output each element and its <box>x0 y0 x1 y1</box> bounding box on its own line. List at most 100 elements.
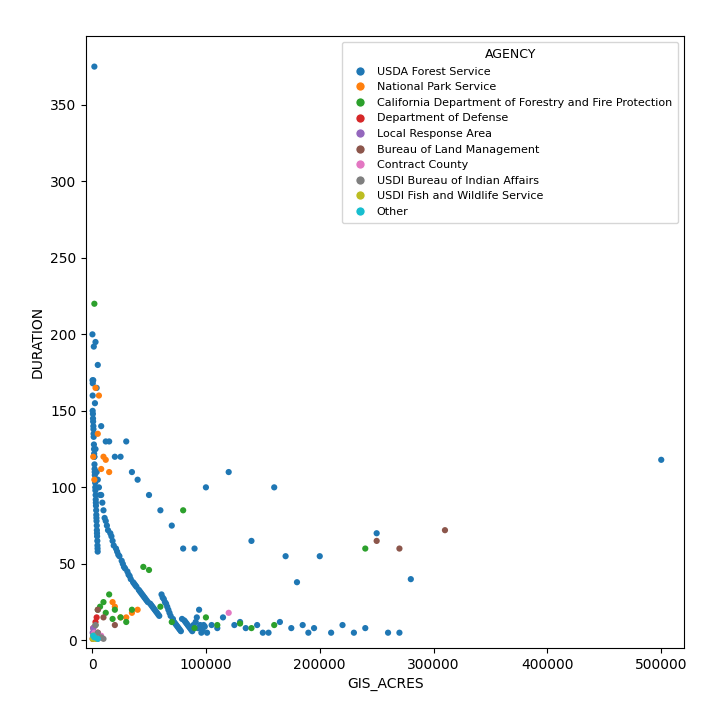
Point <box>87 374 99 386</box>
Point <box>90 631 102 643</box>
Point <box>88 423 99 435</box>
Point <box>87 633 99 644</box>
Point <box>92 627 104 639</box>
Point <box>114 612 126 624</box>
Point <box>198 619 210 631</box>
Point <box>87 633 99 644</box>
Point <box>89 451 100 462</box>
Point <box>280 550 292 562</box>
Point <box>114 612 126 624</box>
Point <box>89 397 101 409</box>
Point <box>163 607 175 618</box>
Point <box>87 631 99 643</box>
Point <box>90 444 102 455</box>
Point <box>90 500 102 511</box>
Point <box>91 516 102 527</box>
Point <box>89 631 100 643</box>
Point <box>161 601 173 613</box>
Point <box>124 570 135 582</box>
Point <box>86 328 98 340</box>
Point <box>286 622 297 634</box>
Point <box>200 482 212 493</box>
Point <box>135 588 147 599</box>
Point <box>94 490 106 501</box>
Point <box>189 543 200 554</box>
Point <box>91 528 103 539</box>
Point <box>92 604 104 616</box>
Point <box>117 558 129 570</box>
Point <box>138 590 149 602</box>
Point <box>88 438 99 450</box>
Point <box>89 630 100 642</box>
Point <box>102 524 114 536</box>
Point <box>257 627 269 639</box>
Point <box>118 561 130 572</box>
Legend: USDA Forest Service, National Park Service, California Department of Forestry an: USDA Forest Service, National Park Servi… <box>342 42 678 223</box>
Point <box>155 505 166 516</box>
Point <box>153 610 165 621</box>
Point <box>107 613 118 625</box>
Point <box>165 610 176 621</box>
Point <box>359 543 371 554</box>
Point <box>93 390 104 401</box>
Point <box>127 577 139 588</box>
Point <box>96 631 107 643</box>
Point <box>96 420 107 432</box>
Point <box>92 631 104 643</box>
Point <box>88 428 99 439</box>
Point <box>112 549 124 560</box>
Point <box>140 593 151 605</box>
Point <box>96 490 107 501</box>
Point <box>132 604 143 616</box>
Point <box>88 420 99 432</box>
Point <box>90 382 102 394</box>
Point <box>89 469 101 481</box>
Point <box>405 573 417 585</box>
Point <box>104 528 116 539</box>
Point <box>120 612 132 624</box>
Point <box>179 615 190 626</box>
Point <box>90 633 102 644</box>
Point <box>87 630 99 642</box>
Point <box>202 627 213 639</box>
Point <box>200 612 212 624</box>
Point <box>91 520 102 531</box>
Point <box>371 535 382 546</box>
Point <box>88 629 99 640</box>
Point <box>359 622 371 634</box>
Point <box>116 555 127 567</box>
Point <box>394 627 405 639</box>
Point <box>87 622 99 634</box>
Point <box>143 490 155 501</box>
Point <box>91 535 103 546</box>
Point <box>168 616 180 628</box>
Point <box>91 540 103 552</box>
Point <box>183 621 194 632</box>
Point <box>212 622 223 634</box>
Point <box>114 451 126 462</box>
Point <box>96 631 107 643</box>
Point <box>109 601 121 613</box>
Point <box>302 627 314 639</box>
Point <box>98 596 109 608</box>
Point <box>314 550 325 562</box>
Point <box>185 624 197 636</box>
Point <box>141 595 153 606</box>
Point <box>439 524 451 536</box>
Point <box>88 431 99 443</box>
Point <box>122 569 134 580</box>
Point <box>174 624 186 636</box>
Point <box>109 604 121 616</box>
Point <box>145 599 157 611</box>
Point <box>371 528 382 539</box>
Point <box>122 566 133 577</box>
Point <box>337 619 348 631</box>
Point <box>110 543 122 554</box>
Point <box>87 374 99 386</box>
Point <box>246 535 257 546</box>
Point <box>147 601 158 613</box>
Point <box>291 577 302 588</box>
Point <box>91 509 102 521</box>
Point <box>98 505 109 516</box>
Point <box>143 564 155 576</box>
